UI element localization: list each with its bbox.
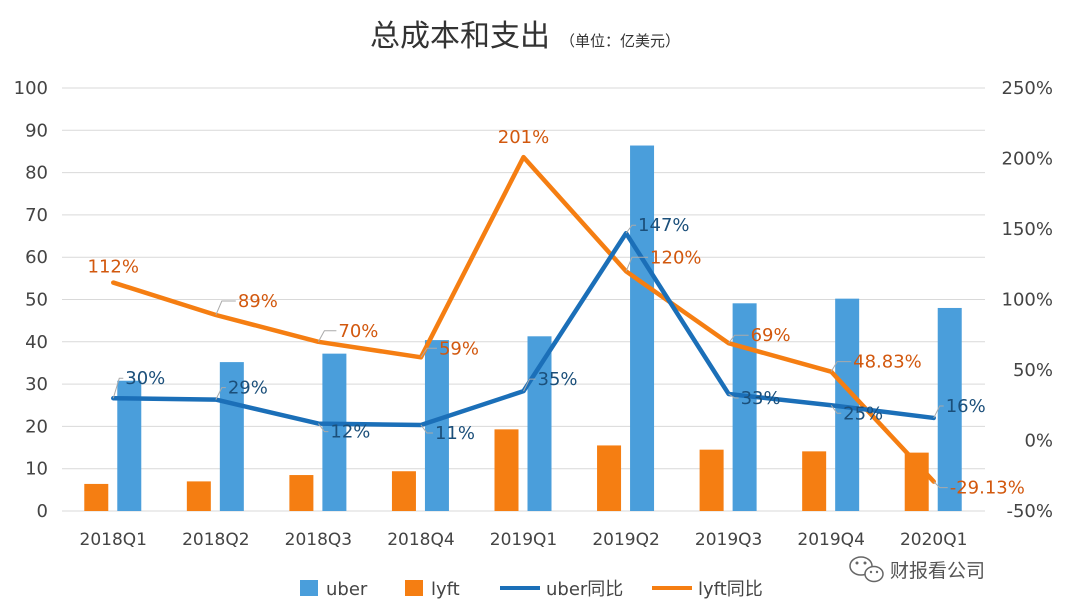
- left-tick-label: 60: [25, 247, 48, 268]
- left-tick-label: 0: [37, 501, 48, 522]
- x-tick-label: 2019Q1: [490, 530, 557, 550]
- right-tick-label: -50%: [1006, 501, 1053, 522]
- left-tick-label: 90: [25, 120, 48, 141]
- right-tick-label: 0%: [1024, 431, 1053, 452]
- left-tick-label: 100: [14, 78, 48, 99]
- label-lyft-yoy: 120%: [650, 247, 701, 268]
- bar-uber: [219, 362, 244, 511]
- label-lyft-yoy-leader: [625, 256, 649, 272]
- label-uber-yoy-leader: [728, 393, 739, 399]
- data-labels: 30% 29% 12% 11% 35% 147% 33% 25% 16% 112% 89% 70% 59…: [88, 127, 1025, 498]
- label-uber-yoy: 25%: [843, 403, 883, 424]
- label-lyft-yoy: 70%: [338, 321, 378, 342]
- legend-label: uber同比: [546, 579, 623, 600]
- wechat-icon: [849, 556, 884, 583]
- right-tick-label: 150%: [1002, 219, 1053, 240]
- line-lyft-yoy: [111, 154, 936, 484]
- bar-lyft: [391, 471, 416, 511]
- watermark: 财报看公司: [849, 556, 985, 583]
- label-uber-yoy: 29%: [228, 378, 268, 399]
- label-lyft-yoy: 48.83%: [853, 352, 922, 373]
- bar-lyft: [597, 445, 622, 511]
- legend-label: lyft: [431, 579, 460, 600]
- right-tick-label: 250%: [1002, 78, 1053, 99]
- label-uber-yoy-leader: [215, 387, 226, 400]
- right-tick-label: 50%: [1013, 360, 1053, 381]
- label-uber-yoy-leader: [420, 424, 433, 434]
- left-tick-label: 40: [25, 332, 48, 353]
- right-tick-label: 200%: [1002, 149, 1053, 170]
- label-uber-yoy-leader: [933, 405, 944, 419]
- legend-label: lyft同比: [698, 579, 763, 600]
- bar-lyft: [289, 475, 314, 511]
- label-uber-yoy-leader: [625, 224, 637, 234]
- x-tick-label: 2018Q4: [387, 530, 454, 550]
- x-axis: 2018Q1 2018Q2 2018Q3 2018Q4 2019Q1 2019Q2 2019…: [80, 530, 968, 550]
- legend-swatch: [300, 580, 318, 596]
- label-lyft-yoy: 112%: [88, 257, 139, 278]
- label-lyft-yoy: 89%: [238, 291, 278, 312]
- label-lyft-yoy-leader: [728, 334, 749, 344]
- bar-uber: [117, 380, 142, 511]
- bar-lyft: [494, 429, 519, 511]
- chart-subtitle: （单位：亿美元）: [560, 32, 680, 50]
- right-axis: -50% 0% 50% 100% 150% 200% 250%: [1002, 78, 1053, 522]
- label-lyft-yoy-leader: [215, 300, 236, 316]
- left-tick-label: 30: [25, 374, 48, 395]
- left-axis: 0 10 20 30 40 50 60 70 80 90 100: [14, 78, 48, 522]
- label-lyft-yoy-leader: [317, 330, 337, 343]
- bar-lyft: [84, 483, 109, 511]
- x-tick-label: 2018Q2: [182, 530, 249, 550]
- left-tick-label: 20: [25, 416, 48, 437]
- gridlines: [62, 87, 985, 512]
- bar-uber: [732, 303, 757, 511]
- bar-lyft: [802, 451, 827, 511]
- label-lyft-yoy-leader: [420, 347, 437, 358]
- bar-uber: [630, 145, 655, 511]
- label-uber-yoy: 16%: [946, 396, 986, 417]
- bar-uber: [937, 307, 962, 511]
- label-uber-yoy-leader: [830, 404, 842, 414]
- legend-swatch: [405, 580, 423, 596]
- left-tick-label: 80: [25, 163, 48, 184]
- legend-label: uber: [326, 579, 368, 600]
- label-uber-yoy: 12%: [330, 422, 370, 443]
- bars: [84, 145, 962, 511]
- label-lyft-yoy-leader: [933, 481, 948, 489]
- label-lyft-yoy: 201%: [498, 127, 549, 148]
- label-lyft-yoy: -29.13%: [950, 478, 1025, 499]
- label-uber-yoy-leader: [523, 378, 536, 392]
- bar-lyft: [186, 481, 211, 511]
- bar-uber: [424, 340, 449, 511]
- left-tick-label: 50: [25, 290, 48, 311]
- x-tick-label: 2019Q2: [592, 530, 659, 550]
- bar-lyft: [699, 449, 724, 511]
- label-lyft-yoy: 59%: [439, 338, 479, 359]
- label-uber-yoy: 30%: [125, 368, 165, 389]
- x-tick-label: 2019Q3: [695, 530, 762, 550]
- label-uber-yoy-leader: [112, 377, 124, 399]
- left-tick-label: 70: [25, 205, 48, 226]
- legend: uber lyft uber同比 lyft同比: [300, 579, 763, 600]
- label-uber-yoy: 33%: [741, 388, 781, 409]
- x-tick-label: 2018Q3: [285, 530, 352, 550]
- label-uber-yoy: 11%: [435, 423, 475, 444]
- label-uber-yoy: 147%: [638, 215, 689, 236]
- label-uber-yoy: 35%: [538, 369, 578, 390]
- label-lyft-yoy: 69%: [751, 325, 791, 346]
- x-tick-label: 2018Q1: [80, 530, 147, 550]
- left-tick-label: 10: [25, 459, 48, 480]
- x-tick-label: 2019Q4: [797, 530, 864, 550]
- watermark-text: 财报看公司: [890, 560, 985, 582]
- label-uber-yoy-leader: [317, 423, 329, 433]
- x-tick-label: 2020Q1: [900, 530, 967, 550]
- right-tick-label: 100%: [1002, 290, 1053, 311]
- chart-title: 总成本和支出: [370, 19, 550, 54]
- label-lyft-yoy-leader: [830, 361, 852, 372]
- bar-uber: [322, 353, 347, 511]
